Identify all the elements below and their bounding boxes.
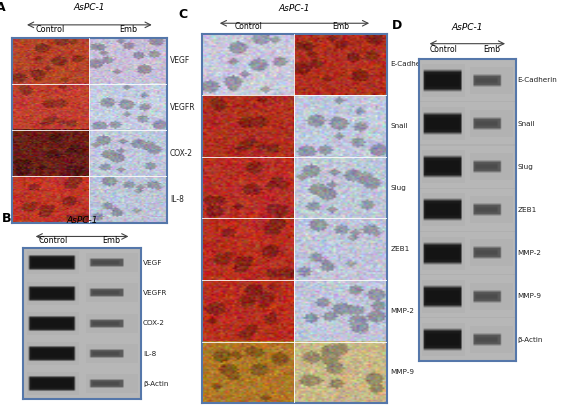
Text: AsPC-1: AsPC-1 (66, 216, 98, 225)
Text: IL-8: IL-8 (143, 351, 156, 357)
Text: Emb: Emb (483, 45, 500, 54)
Text: AsPC-1: AsPC-1 (74, 3, 105, 12)
Text: Snail: Snail (390, 123, 408, 129)
Text: D: D (392, 19, 402, 32)
Text: E-Cadherin: E-Cadherin (517, 77, 557, 84)
Text: VEGFR: VEGFR (170, 102, 196, 112)
Text: ZEB1: ZEB1 (390, 246, 410, 252)
Text: MMP-9: MMP-9 (390, 370, 414, 375)
Text: COX-2: COX-2 (143, 320, 165, 326)
Text: MMP-2: MMP-2 (390, 308, 414, 314)
Text: Slug: Slug (517, 164, 533, 170)
Text: AsPC-1: AsPC-1 (452, 23, 483, 32)
Text: VEGF: VEGF (170, 56, 190, 66)
Text: β-Actin: β-Actin (143, 381, 168, 387)
Text: MMP-2: MMP-2 (517, 250, 541, 256)
Text: Emb: Emb (332, 22, 349, 31)
Text: Slug: Slug (390, 185, 406, 191)
Text: Snail: Snail (517, 121, 535, 126)
Text: AsPC-1: AsPC-1 (279, 4, 310, 13)
Text: VEGFR: VEGFR (143, 290, 168, 296)
Text: Emb: Emb (103, 236, 120, 245)
Text: ZEB1: ZEB1 (517, 207, 537, 213)
Text: C: C (178, 8, 188, 21)
Text: E-Cadherin: E-Cadherin (390, 61, 430, 67)
Text: Control: Control (429, 45, 457, 54)
Text: Control: Control (38, 236, 67, 245)
Text: β-Actin: β-Actin (517, 336, 543, 343)
Text: Control: Control (36, 25, 65, 34)
Text: VEGF: VEGF (143, 260, 162, 266)
Text: MMP-9: MMP-9 (517, 294, 541, 299)
Text: B: B (2, 212, 12, 225)
Text: A: A (0, 1, 6, 14)
Text: IL-8: IL-8 (170, 195, 184, 204)
Text: COX-2: COX-2 (170, 149, 193, 158)
Text: Emb: Emb (119, 25, 137, 34)
Text: Control: Control (234, 22, 263, 31)
